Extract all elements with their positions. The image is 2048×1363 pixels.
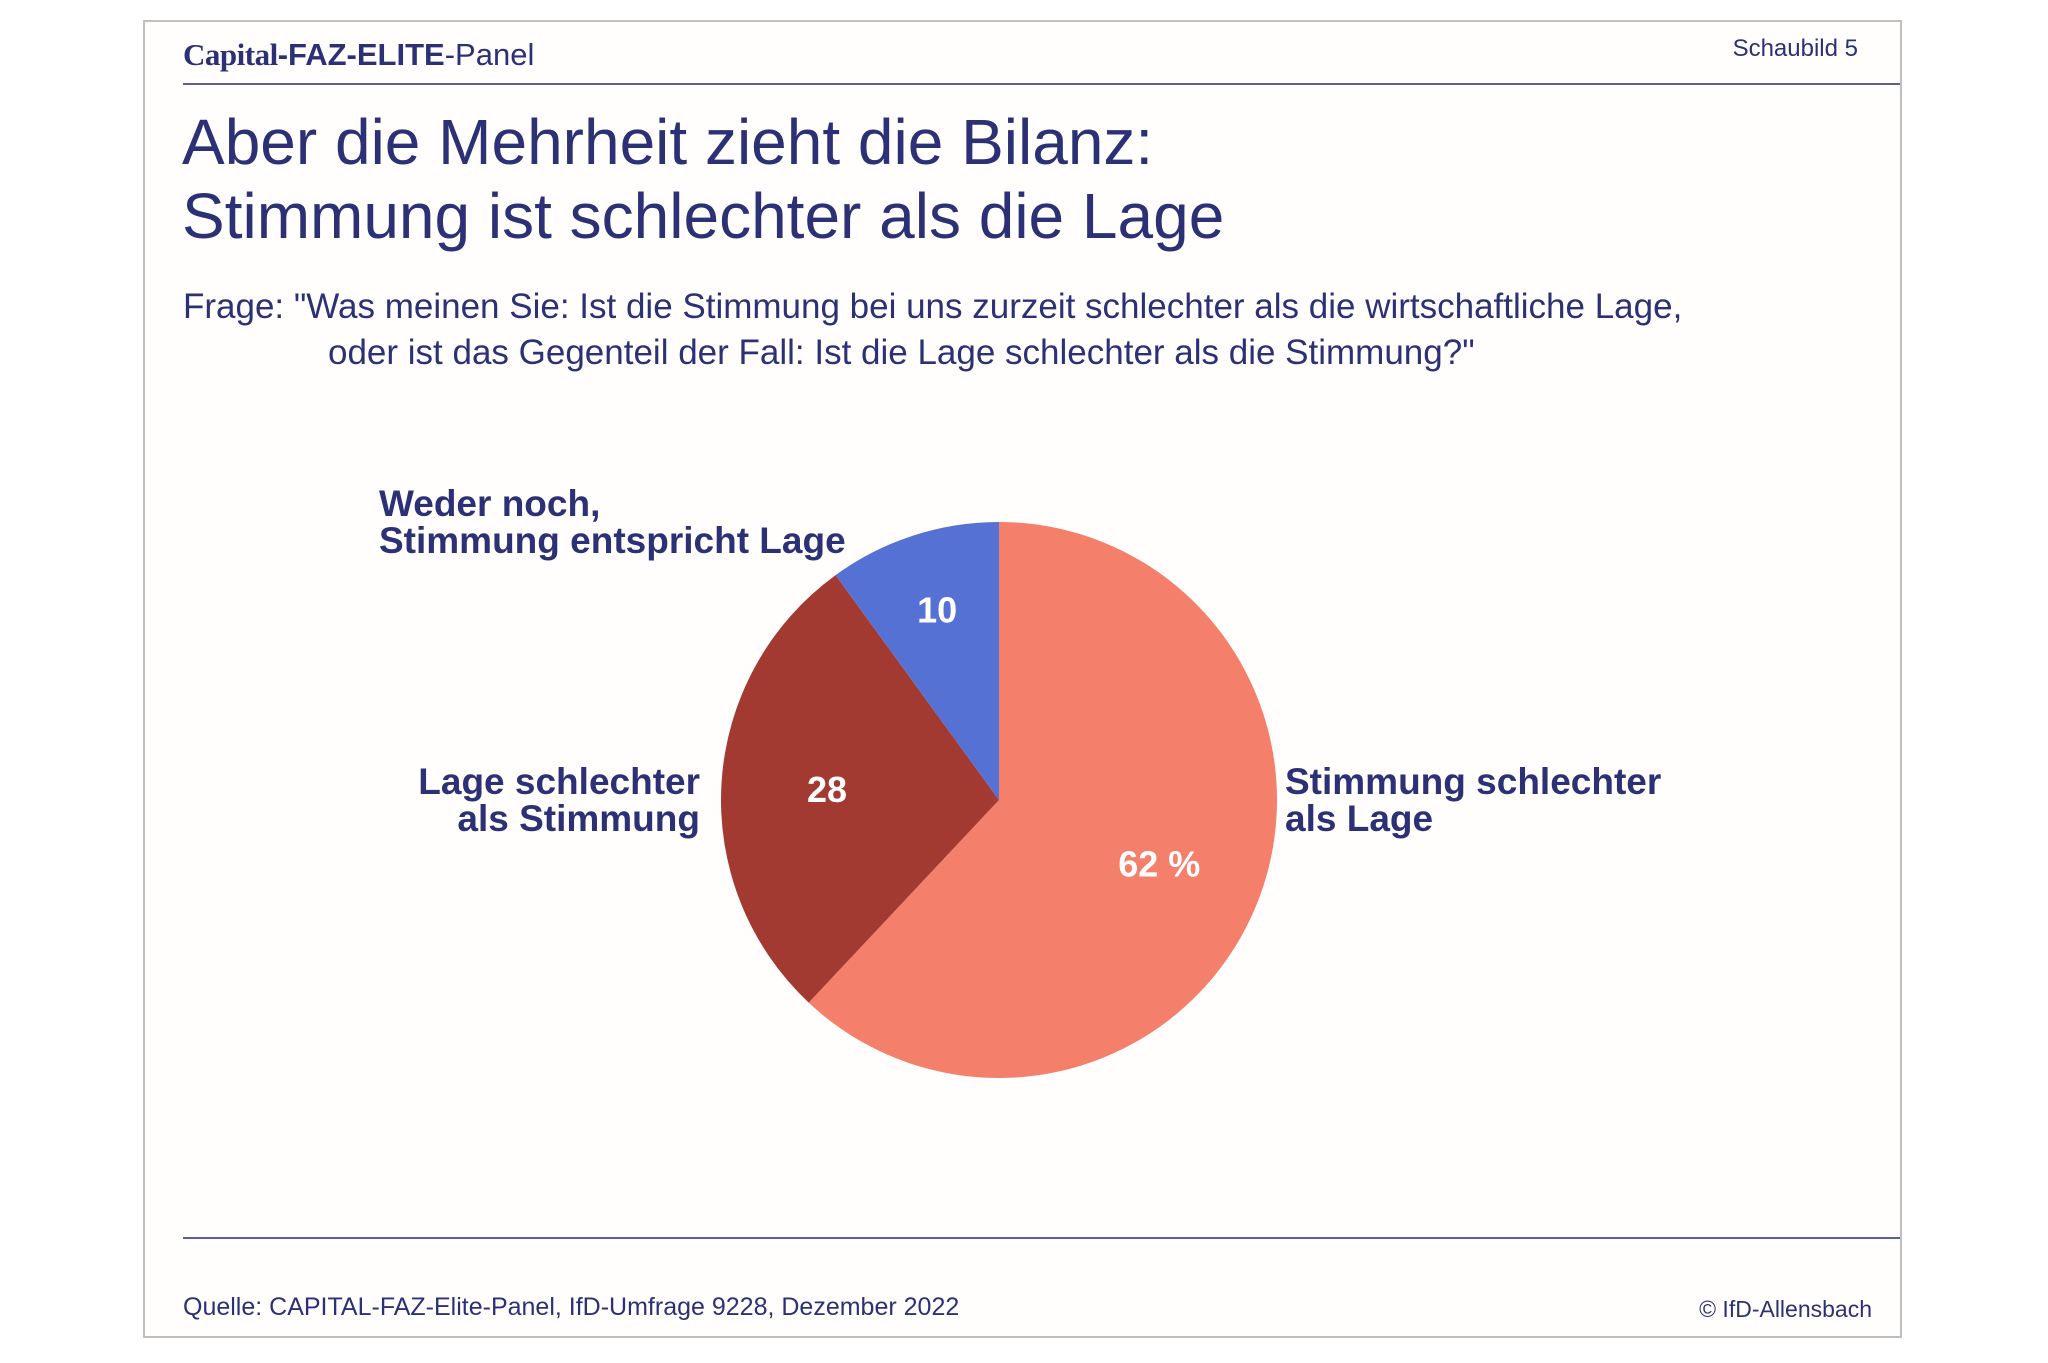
question-line-1: Frage: "Was meinen Sie: Ist die Stimmung… [183, 287, 1683, 326]
copyright-note: © IfD-Allensbach [1699, 1296, 1872, 1322]
pie-chart: 62 % Stimmung schlechter als Lage 28 Lage sc… [379, 483, 1661, 1078]
slice-value-label-1: 62 % [1118, 843, 1200, 884]
brand-faz-elite: -FAZ-ELITE [277, 37, 445, 72]
pie-slice-2 [721, 575, 999, 1003]
source-note: Quelle: CAPITAL-FAZ-Elite-Panel, IfD-Umf… [183, 1293, 960, 1321]
title-line-2: Stimmung ist schlechter als die Lage [182, 180, 1225, 252]
figure-number: Schaubild 5 [1732, 35, 1858, 62]
slice-category-label-3: Weder noch, Stimmung entspricht Lage [379, 483, 846, 561]
slice-value-label-3: 10 [917, 590, 957, 631]
brand-logo: Capital-FAZ-ELITE-Panel [183, 37, 534, 73]
slice-category-label-2: Lage schlechter als Stimmung [418, 761, 700, 839]
survey-question: Frage: "Was meinen Sie: Ist die Stimmung… [183, 284, 1682, 376]
brand-capital: Capital [183, 37, 278, 72]
chart-slide: Capital-FAZ-ELITE-Panel Schaubild 5 Aber… [143, 20, 1902, 1338]
header-divider [183, 83, 1900, 85]
brand-panel: -Panel [444, 37, 535, 72]
title-line-1: Aber die Mehrheit zieht die Bilanz: [182, 106, 1154, 178]
slice-category-label-1: Stimmung schlechter als Lage [1285, 761, 1661, 839]
slice-value-label-2: 28 [807, 769, 847, 810]
footer-divider [183, 1237, 1900, 1239]
header: Capital-FAZ-ELITE-Panel Schaubild 5 [183, 22, 1900, 86]
pie-slice-1 [808, 522, 1278, 1078]
pie-slice-3 [835, 522, 999, 800]
chart-title: Aber die Mehrheit zieht die Bilanz: Stim… [182, 105, 1224, 253]
question-line-2: oder ist das Gegenteil der Fall: Ist die… [328, 333, 1475, 372]
